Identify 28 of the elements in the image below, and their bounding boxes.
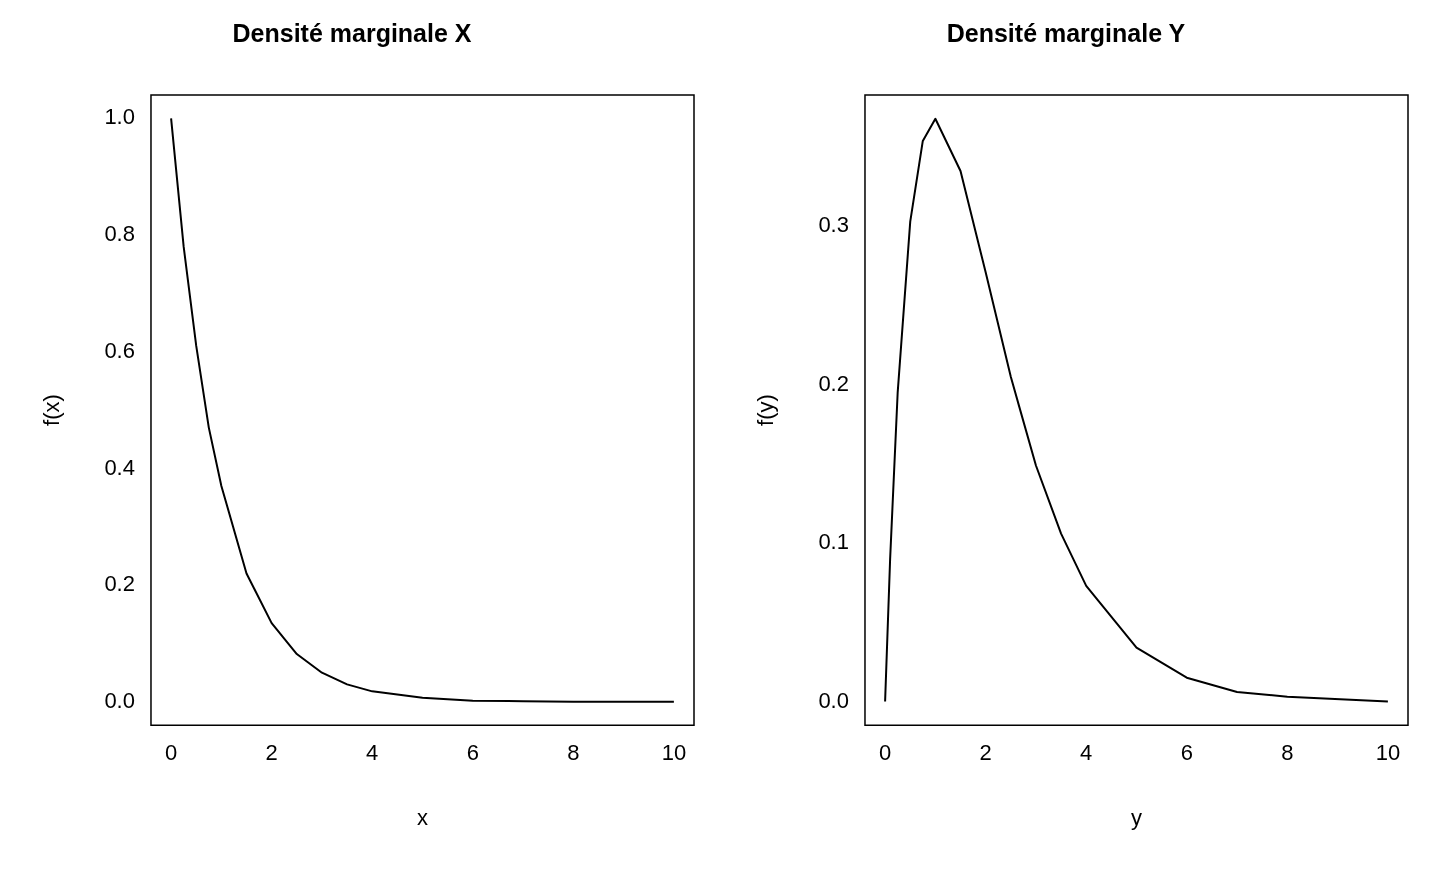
- y-tick-label: 0.6: [104, 337, 135, 363]
- x-axis-title: y: [1130, 804, 1142, 830]
- y-tick-label: 0.2: [818, 370, 849, 396]
- y-axis-title: f(x): [39, 394, 65, 426]
- x-tick-label: 8: [1281, 740, 1294, 766]
- x-tick-label: 2: [265, 740, 278, 766]
- y-tick-label: 1.0: [104, 104, 135, 130]
- y-tick-label: 0.0: [104, 687, 135, 713]
- x-tick-label: 0: [878, 740, 892, 766]
- y-tick-label: 0.4: [104, 454, 135, 480]
- y-tick-label: 0.8: [104, 221, 135, 247]
- x-tick-label: 4: [1080, 740, 1093, 766]
- y-tick-label: 0.0: [818, 687, 849, 713]
- y-tick-label: 0.3: [818, 212, 849, 238]
- x-tick-label: 10: [661, 740, 687, 766]
- x-tick-label: 2: [979, 740, 992, 766]
- x-tick-label: 6: [1180, 740, 1193, 766]
- y-tick-label: 0.1: [818, 529, 849, 555]
- x-tick-label: 10: [1375, 740, 1401, 766]
- y-axis-title: f(y): [753, 394, 779, 426]
- chart-title: Densité marginale Y: [946, 18, 1186, 47]
- x-tick-label: 4: [366, 740, 379, 766]
- x-tick-label: 6: [466, 740, 479, 766]
- x-axis-title: x: [416, 804, 428, 830]
- x-tick-label: 0: [164, 740, 178, 766]
- chart-title: Densité marginale X: [232, 18, 472, 47]
- x-tick-label: 8: [567, 740, 580, 766]
- y-tick-label: 0.2: [104, 571, 135, 597]
